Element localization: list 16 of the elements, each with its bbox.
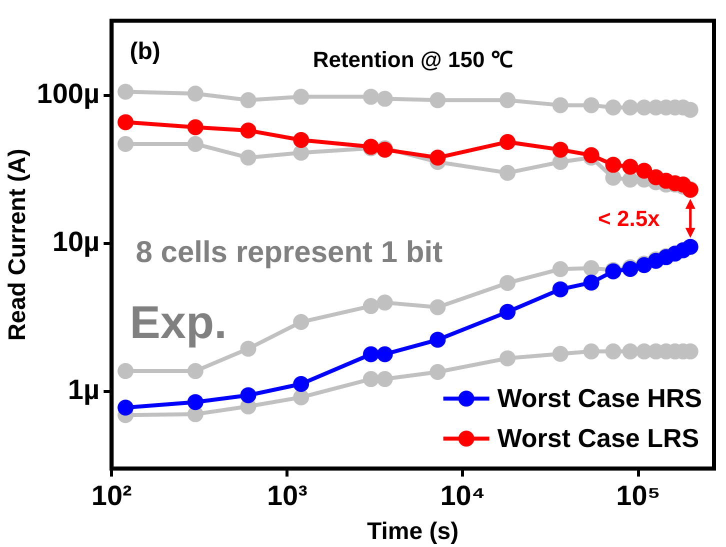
x-tick-label: 10⁴ [440,480,486,512]
annotation: (b) [130,38,160,65]
legend-label: Worst Case LRS [497,422,700,453]
x-tick-label: 10² [91,480,132,512]
annotation: < 2.5x [598,206,661,232]
annotation: 8 cells represent 1 bit [136,236,443,269]
annotation: Retention @ 150 ℃ [312,47,513,72]
x-axis-title: Time (s) [367,518,459,546]
legend-label: Worst Case HRS [497,382,702,413]
x-tick-label: 10³ [266,480,308,512]
y-axis-title: Read Current (A) [4,148,32,341]
y-tick-label: 100µ [36,78,100,110]
y-tick-label: 1µ [68,374,100,405]
annotation: Exp. [130,296,227,348]
y-tick-label: 10µ [52,226,100,258]
x-tick-label: 10⁵ [616,480,660,512]
